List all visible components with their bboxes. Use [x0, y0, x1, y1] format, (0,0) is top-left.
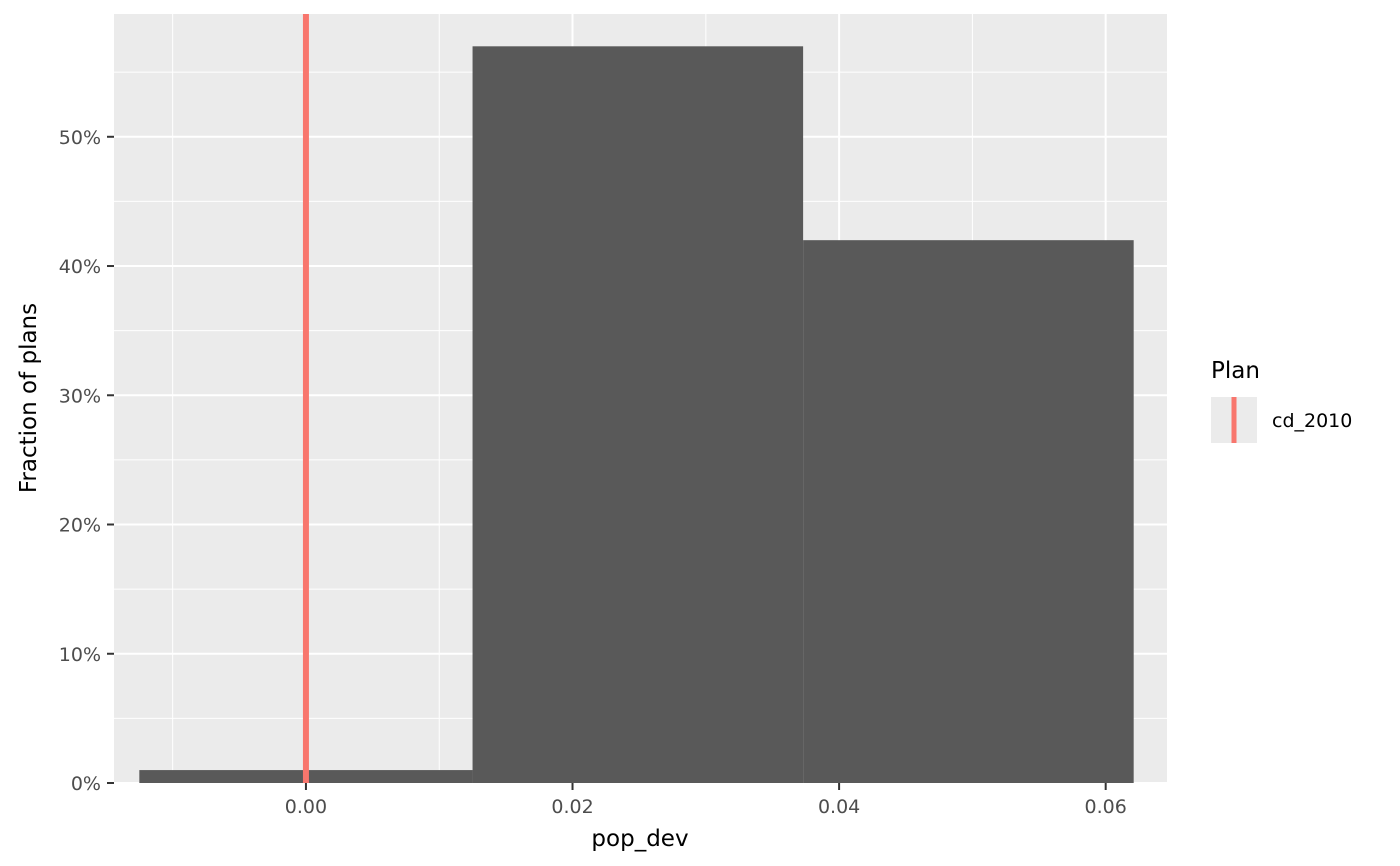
x-axis-title: pop_dev — [591, 826, 688, 852]
histogram-bars — [139, 46, 1134, 784]
y-tick-label: 40% — [59, 256, 101, 278]
histogram-bar-3 — [803, 240, 1134, 784]
x-tick-label: 0.02 — [551, 796, 593, 818]
histogram-bar-2 — [472, 46, 804, 784]
x-tick-label: 0.04 — [818, 796, 860, 818]
x-axis-ticks: 0.00 0.02 0.04 0.06 — [285, 783, 1127, 818]
y-tick-label: 50% — [59, 127, 101, 149]
x-tick-label: 0.06 — [1085, 796, 1127, 818]
legend-entry-label: cd_2010 — [1272, 410, 1352, 432]
y-axis-title: Fraction of plans — [16, 303, 42, 493]
legend-title: Plan — [1211, 358, 1260, 384]
y-tick-label: 0% — [71, 773, 101, 795]
legend: Plan cd_2010 — [1211, 358, 1352, 443]
y-tick-label: 10% — [59, 644, 101, 666]
x-tick-label: 0.00 — [285, 796, 327, 818]
y-tick-label: 30% — [59, 385, 101, 407]
y-tick-label: 20% — [59, 515, 101, 537]
y-axis-ticks: 0% 10% 20% 30% 40% 50% — [59, 127, 114, 795]
